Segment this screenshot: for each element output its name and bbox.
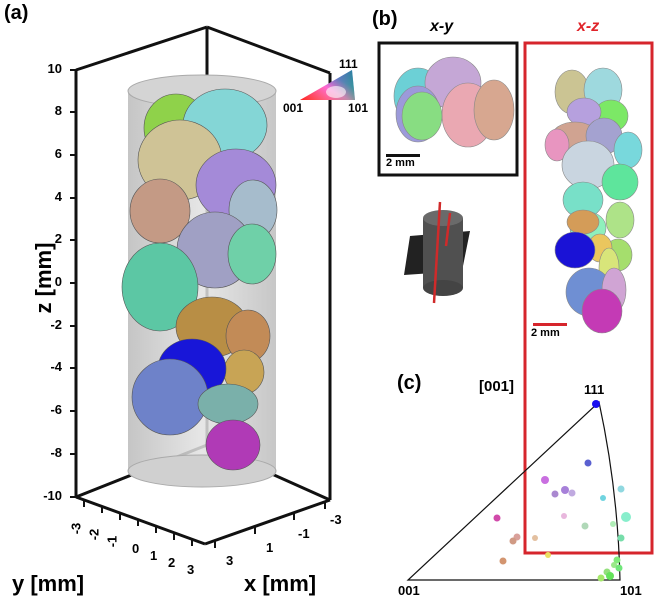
xy-section-grains bbox=[393, 56, 515, 148]
ipf-corner-101: 101 bbox=[620, 583, 642, 598]
ipf-color-key bbox=[300, 70, 355, 100]
x-tick-label: -1 bbox=[298, 526, 310, 541]
x-tick-label: 1 bbox=[266, 540, 274, 555]
z-tick-label: -10 bbox=[43, 488, 62, 503]
xy-section-title: x-y bbox=[430, 18, 454, 35]
x-tick-label: 3 bbox=[226, 553, 234, 568]
z-tick-marks bbox=[70, 69, 76, 498]
y-tick-label: -3 bbox=[68, 522, 84, 535]
z-tick-label: 6 bbox=[54, 146, 62, 161]
panel-a-label: (a) bbox=[4, 2, 29, 24]
ipf-points bbox=[493, 400, 631, 582]
z-tick-label: 0 bbox=[54, 274, 62, 289]
panel-b-label: (b) bbox=[372, 8, 398, 30]
z-tick-label: -6 bbox=[50, 402, 62, 417]
y-tick-label: 0 bbox=[132, 541, 140, 556]
panel-c-label: (c) bbox=[397, 372, 422, 394]
ipf-key-101: 101 bbox=[348, 101, 369, 115]
y-axis-title: y [mm] bbox=[12, 571, 85, 596]
ipf-key-111: 111 bbox=[339, 57, 358, 71]
z-tick-label: -8 bbox=[50, 445, 62, 460]
sample-sketch-icon bbox=[404, 201, 470, 304]
z-tick-label: -4 bbox=[50, 359, 62, 374]
z-axis-title: z [mm] bbox=[31, 242, 56, 314]
z-tick-label: 4 bbox=[54, 189, 62, 204]
y-tick-label: 2 bbox=[168, 555, 176, 570]
ipf-corner-111: 111 bbox=[584, 382, 605, 397]
x-tick-marks bbox=[214, 502, 326, 548]
y-tick-label: -2 bbox=[86, 528, 102, 541]
z-tick-label: -2 bbox=[50, 317, 62, 332]
ipf-corner-001: 001 bbox=[398, 583, 420, 598]
ipf-direction: [001] bbox=[479, 378, 515, 395]
ipf-key-001: 001 bbox=[283, 101, 304, 115]
y-tick-label: 3 bbox=[187, 562, 195, 577]
x-tick-label: -3 bbox=[330, 512, 342, 527]
xz-scale-label: 2 mm bbox=[531, 327, 560, 339]
y-tick-label: 1 bbox=[150, 548, 158, 563]
z-tick-label: 10 bbox=[47, 61, 62, 76]
grains-3d bbox=[121, 88, 278, 471]
z-tick-label: 2 bbox=[54, 231, 62, 246]
xz-section-title: x-z bbox=[577, 18, 600, 35]
xz-section-grains bbox=[544, 67, 643, 334]
xy-scale-bar bbox=[386, 154, 420, 157]
xy-scale-label: 2 mm bbox=[386, 157, 415, 169]
xz-scale-bar bbox=[533, 323, 567, 326]
y-tick-marks bbox=[83, 500, 193, 546]
z-tick-label: 8 bbox=[54, 103, 62, 118]
y-tick-label: -1 bbox=[104, 535, 120, 548]
x-axis-title: x [mm] bbox=[244, 571, 317, 596]
